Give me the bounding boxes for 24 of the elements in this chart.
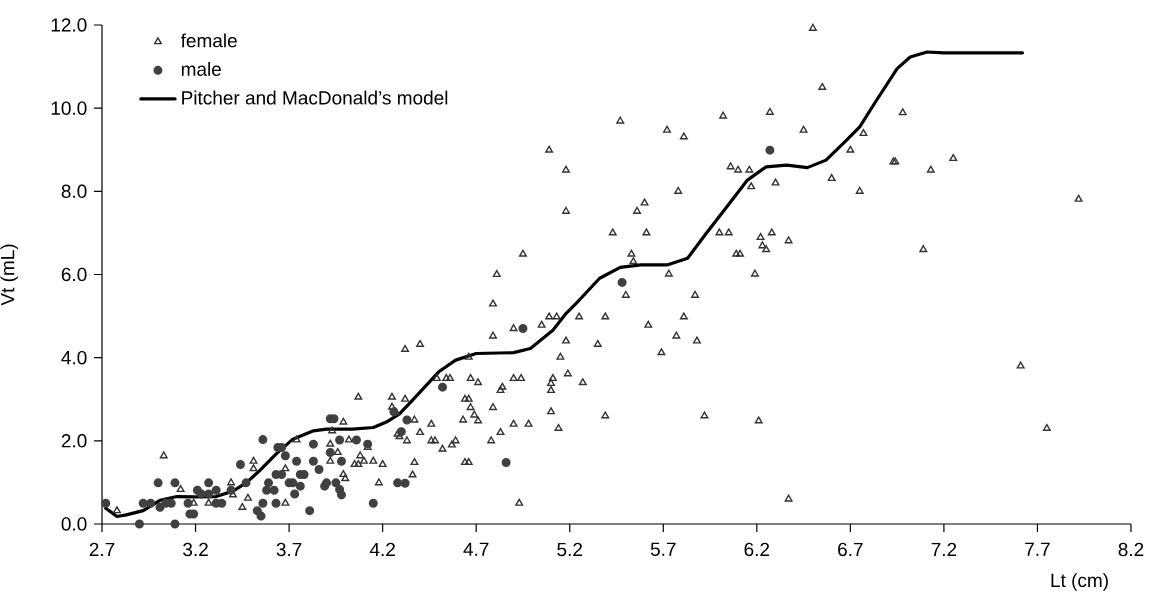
x-tick-label: 8.2 xyxy=(1118,542,1144,557)
x-tick-label: 6.2 xyxy=(744,542,770,557)
x-tick-label: 7.7 xyxy=(1025,542,1050,556)
y-tick-label: 6.0 xyxy=(61,267,87,282)
y-tick-label: 0.0 xyxy=(61,517,87,531)
y-tick-label: 12.0 xyxy=(51,18,87,32)
y-tick-label: 10.0 xyxy=(51,101,87,115)
legend-label: male xyxy=(181,62,221,76)
y-axis-title: Vt (mL) xyxy=(0,244,19,306)
x-tick-label: 4.2 xyxy=(369,542,395,556)
x-tick-label: 7.2 xyxy=(931,542,957,556)
legend-label: Pitcher and MacDonald’s model xyxy=(182,90,448,105)
x-tick-label: 5.7 xyxy=(650,542,676,556)
x-tick-label: 2.7 xyxy=(89,542,115,556)
x-tick-label: 3.2 xyxy=(183,542,208,557)
x-tick-label: 3.7 xyxy=(276,542,302,557)
x-tick-label: 4.7 xyxy=(463,542,489,556)
y-tick-label: 2.0 xyxy=(61,434,87,448)
y-tick-label: 4.0 xyxy=(61,350,87,365)
legend-label: female xyxy=(180,33,237,48)
x-tick-label: 5.2 xyxy=(557,542,582,557)
y-tick-label: 8.0 xyxy=(61,184,87,199)
x-axis-title: Lt (cm) xyxy=(1051,573,1108,591)
x-tick-label: 6.7 xyxy=(838,542,863,557)
